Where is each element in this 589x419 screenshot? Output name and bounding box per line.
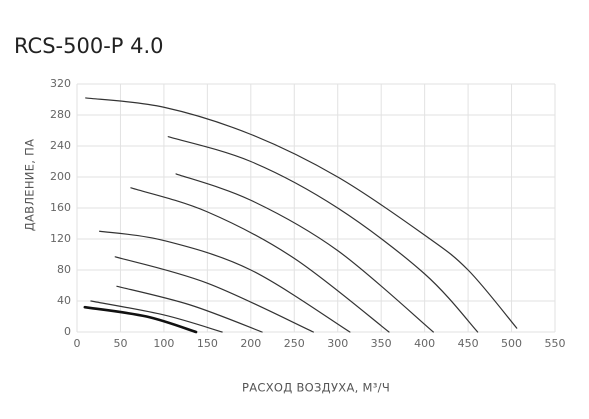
y-tick-label: 320 (50, 77, 71, 90)
x-tick-label: 150 (197, 337, 218, 350)
x-tick-label: 250 (284, 337, 305, 350)
curve (90, 300, 223, 333)
curve (167, 136, 479, 333)
y-tick-label: 200 (50, 170, 71, 183)
y-tick-label: 240 (50, 139, 71, 152)
x-tick-label: 50 (113, 337, 127, 350)
x-tick-label: 100 (153, 337, 174, 350)
x-axis-label: РАСХОД ВОЗДУХА, М³/Ч (242, 381, 390, 395)
curve (116, 285, 263, 333)
curve (175, 173, 434, 333)
x-tick-label: 350 (371, 337, 392, 350)
y-tick-label: 40 (57, 294, 71, 307)
y-tick-label: 80 (57, 263, 71, 276)
x-tick-label: 0 (74, 337, 81, 350)
y-axis-label: ДАВЛЕНИЕ, ПА (23, 139, 37, 232)
curve (98, 230, 351, 333)
x-tick-label: 500 (501, 337, 522, 350)
y-tick-label: 160 (50, 201, 71, 214)
curve (114, 256, 314, 333)
x-tick-label: 550 (545, 337, 566, 350)
y-tick-label: 280 (50, 108, 71, 121)
y-tick-label: 0 (64, 325, 71, 338)
chart-title: RCS-500-P 4.0 (14, 34, 164, 58)
x-tick-label: 450 (458, 337, 479, 350)
curve (83, 305, 198, 334)
y-tick-label: 120 (50, 232, 71, 245)
curve (130, 187, 390, 333)
x-tick-label: 200 (240, 337, 261, 350)
x-tick-label: 300 (327, 337, 348, 350)
x-tick-label: 400 (414, 337, 435, 350)
curve (85, 97, 518, 329)
